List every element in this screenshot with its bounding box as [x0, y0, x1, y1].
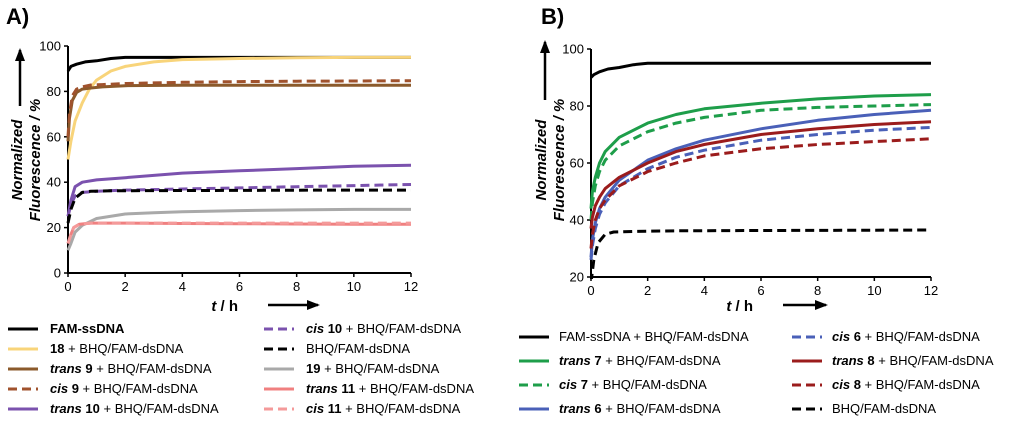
panel-b-legend-label-trans-6: trans 6 + BHQ/FAM-dsDNA: [559, 401, 721, 416]
panel-b-x-tick-label: 0: [587, 283, 594, 298]
panel-a-label: A): [6, 4, 29, 29]
panel-b-y-title-line1: Normalized: [533, 119, 550, 201]
panel-a-y-tick-label: 80: [47, 84, 61, 99]
panel-b-series-trans-8: [589, 120, 932, 229]
panel-a-series-trans-10: [66, 163, 412, 217]
panel-a-y-tick-label: 60: [47, 129, 61, 144]
panel-a-x-tick-label: 0: [64, 279, 71, 294]
panel-a-series-18: [66, 55, 411, 160]
panel-a-y-tick-label: 100: [39, 39, 61, 54]
panel-a-legend-label-trans-10: trans 10 + BHQ/FAM-dsDNA: [50, 401, 219, 416]
panel-b-x-tick-label: 10: [867, 283, 881, 298]
panel-a-y-title-line2: Fluorescence / %: [27, 99, 44, 222]
panel-b-y-tick-label: 80: [570, 99, 584, 114]
panel-b-x-tick-label: 12: [924, 283, 938, 298]
panel-a-legend-label-trans-11: trans 11 + BHQ/FAM-dsDNA: [306, 381, 474, 396]
panel-a-series-cis-9: [66, 79, 412, 137]
panel-b-legend-label-cis-6: cis 6 + BHQ/FAM-dsDNA: [832, 329, 980, 344]
panel-a-y-tick-label: 20: [47, 220, 61, 235]
panel-a-x-tick-label: 10: [347, 279, 361, 294]
panel-a-x-tick-label: 8: [293, 279, 300, 294]
panel-b-y-tick-label: 40: [570, 213, 584, 228]
panel-a-legend-label-trans-9: trans 9 + BHQ/FAM-dsDNA: [50, 361, 212, 376]
panel-b-series-bhq-fam-dsdna-b: [589, 228, 932, 279]
panel-a-legend-label-bhq-fam-dsdna-a: BHQ/FAM-dsDNA: [306, 341, 410, 356]
panel-a-series-trans-11: [66, 221, 411, 244]
panel-a-series-trans-9: [66, 83, 411, 142]
panel-a-legend-label-18: 18 + BHQ/FAM-dsDNA: [50, 341, 184, 356]
panel-b-legend-label-trans-8: trans 8 + BHQ/FAM-dsDNA: [832, 353, 994, 368]
panel-a-legend-label-cis-11: cis 11 + BHQ/FAM-dsDNA: [306, 401, 461, 416]
panel-a-x-tick-label: 12: [404, 279, 418, 294]
panel-a-series-cis-11: [66, 221, 411, 244]
panel-a-legend-label-cis-9: cis 9 + BHQ/FAM-dsDNA: [50, 381, 198, 396]
panel-b-label: B): [541, 4, 564, 29]
panel-b-x-tick-label: 4: [701, 283, 708, 298]
panel-a-x-tick-label: 2: [122, 279, 129, 294]
panel-b-series-trans-7: [589, 93, 932, 209]
panel-a-x-title: t / h: [211, 298, 238, 315]
panel-b-legend-label-trans-7: trans 7 + BHQ/FAM-dsDNA: [559, 353, 721, 368]
panel-a-y-arrow-head: [15, 48, 25, 61]
panel-b-series-cis-6: [589, 125, 932, 261]
panel-a-legend-label-cis-10: cis 10 + BHQ/FAM-dsDNA: [306, 321, 461, 336]
panel-b-series-fam-ssdna-bhq: [589, 61, 931, 79]
panel-b-x-tick-label: 2: [644, 283, 651, 298]
panel-a-series-group: [66, 55, 412, 251]
panel-b-legend-label-bhq-fam-dsdna-b: BHQ/FAM-dsDNA: [832, 401, 936, 416]
panel-b-x-tick-label: 6: [757, 283, 764, 298]
panel-a-y-title-line1: Normalized: [9, 119, 26, 201]
panel-b-x-tick-label: 8: [814, 283, 821, 298]
panel-b-series-cis-8: [589, 137, 932, 249]
panel-a-x-tick-label: 6: [236, 279, 243, 294]
panel-a-x-arrow-head: [307, 300, 320, 310]
panel-a-legend-label-19: 19 + BHQ/FAM-dsDNA: [306, 361, 440, 376]
panel-b-y-tick-label: 100: [562, 42, 584, 57]
panel-b-y-title-line2: Fluorescence / %: [551, 99, 568, 222]
panel-a-x-tick-label: 4: [179, 279, 186, 294]
panel-b-series-trans-6: [589, 108, 932, 258]
panel-a-y-tick-label: 0: [54, 266, 61, 281]
panel-b-x-title: t / h: [726, 298, 753, 315]
panel-b-series-cis-7: [589, 103, 932, 221]
panel-b-y-tick-label: 60: [570, 156, 584, 171]
panel-b-legend-label-cis-8: cis 8 + BHQ/FAM-dsDNA: [832, 377, 980, 392]
panel-b-legend-label-cis-7: cis 7 + BHQ/FAM-dsDNA: [559, 377, 707, 392]
panel-b-x-arrow-head: [815, 300, 828, 310]
panel-b-y-arrow-head: [540, 40, 550, 53]
panel-b-legend-label-fam-ssdna-bhq: FAM-ssDNA + BHQ/FAM-dsDNA: [559, 329, 749, 344]
panel-a-y-tick-label: 40: [47, 175, 61, 190]
panel-b-series-group: [589, 61, 932, 279]
panel-a-series-bhq-fam-dsdna-a: [66, 188, 411, 224]
panel-a-legend-label-fam-ssdna: FAM-ssDNA: [50, 321, 125, 336]
panel-b-y-tick-label: 20: [570, 270, 584, 285]
panel-a-series-19: [66, 207, 411, 251]
